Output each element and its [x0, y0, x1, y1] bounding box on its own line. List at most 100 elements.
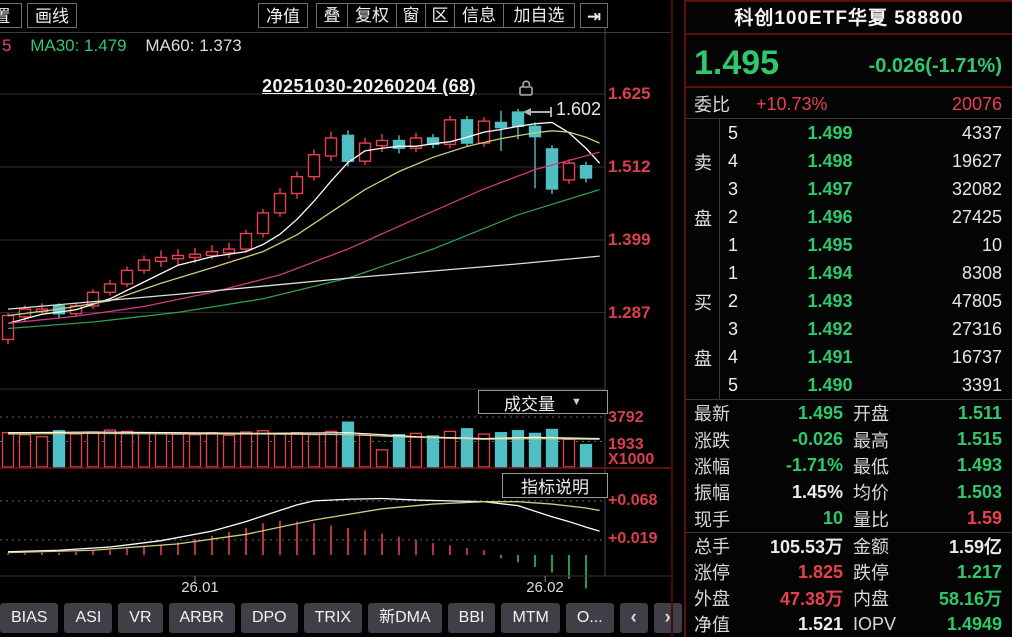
next-indicator-button[interactable]: ›	[653, 603, 682, 633]
ask-book-char: 卖	[694, 153, 712, 173]
chart-tool-group: 叠 复权 窗 区 信息 加自选	[316, 3, 575, 28]
ma30-legend: MA30: 1.479	[30, 36, 127, 55]
level: 3	[728, 318, 739, 339]
volume-axis-label: 3792	[608, 409, 644, 426]
ask-row[interactable]: 2 1.496 27425	[720, 207, 1012, 228]
peak-pointer-icon	[523, 107, 552, 117]
bid-row[interactable]: 1 1.494 8308	[720, 263, 1012, 284]
draw-line-button[interactable]: 画线	[27, 3, 77, 28]
volume: 3391	[961, 374, 1002, 395]
volume: 19627	[951, 150, 1002, 171]
x-axis-label: 26.02	[526, 579, 564, 596]
price-axis-label: 1.287	[608, 303, 651, 322]
adjust-price-button[interactable]: 复权	[347, 4, 396, 27]
tab-asi[interactable]: ASI	[64, 603, 113, 633]
level: 4	[728, 346, 739, 367]
volume-unit-label: X1000	[608, 451, 655, 468]
ma60-legend: MA60: 1.373	[145, 36, 242, 55]
bid-row[interactable]: 3 1.492 27316	[720, 319, 1012, 340]
bid-book: 买 盘 1 1.494 8308 2 1.493 47805 3 1.492 27316 4 1.4…	[686, 259, 1012, 399]
bid-row[interactable]: 2 1.493 47805	[720, 291, 1012, 312]
weibi-value: +10.73%	[756, 93, 828, 114]
price: 1.493	[807, 290, 853, 311]
x-axis-label: 26.01	[181, 579, 219, 596]
price-axis-label: 1.625	[608, 84, 651, 103]
overlay-button[interactable]: 叠	[323, 6, 341, 25]
jump-to-latest-icon[interactable]: ⇥	[580, 3, 608, 28]
tab-dpo[interactable]: DPO	[240, 603, 298, 633]
quote-stats-secondary: 总手 105.53万 金额 1.59亿 涨停 1.825 跌停 1.217 外盘 47.38万 内盘…	[686, 532, 1012, 637]
region-button[interactable]: 区	[425, 4, 454, 27]
indicator-axis-label: +0.068	[608, 492, 658, 509]
tab-o[interactable]: O...	[565, 603, 614, 633]
volume: 4337	[961, 122, 1002, 143]
volume: 27316	[951, 318, 1002, 339]
kline-chart-canvas[interactable]	[0, 28, 672, 600]
weibi-spread: 20076	[951, 93, 1002, 114]
stat-row: 振幅 1.45% 均价 1.503	[694, 481, 1002, 504]
bid-book-char: 盘	[694, 349, 712, 369]
volume-axis-label: 1933	[608, 436, 644, 453]
ma20-legend-tail: 5	[2, 36, 12, 55]
price: 1.496	[807, 206, 853, 227]
prev-indicator-button[interactable]: ‹	[619, 603, 648, 633]
stat-row: 净值 1.521 IOPV 1.4949	[694, 613, 1002, 636]
stat-row: 现手 10 量比 1.59	[694, 508, 1002, 530]
quote-panel: 科创100ETF华夏 588800 1.495 -0.026(-1.71%) 委…	[684, 0, 1012, 637]
tab-arbr[interactable]: ARBR	[168, 603, 235, 633]
info-button[interactable]: 信息	[454, 4, 503, 27]
tab-dma[interactable]: 新DMA	[368, 603, 442, 633]
unlock-icon[interactable]	[518, 79, 534, 97]
bid-row[interactable]: 4 1.491 16737	[720, 347, 1012, 368]
stat-row: 涨幅 -1.71% 最低 1.493	[694, 455, 1002, 477]
ask-row[interactable]: 5 1.499 4337	[720, 123, 1012, 144]
top-toolbar: 置 画线 净值 叠 复权 窗 区 信息 加自选 ⇥	[0, 0, 672, 33]
settings-button-partial[interactable]: 置	[0, 3, 22, 28]
price-change: -0.026(-1.71%)	[868, 55, 1002, 77]
price-axis-label: 1.512	[608, 157, 651, 176]
ask-row[interactable]: 3 1.497 32082	[720, 179, 1012, 200]
bid-row[interactable]: 5 1.490 3391	[720, 375, 1012, 396]
bid-book-char: 买	[694, 293, 712, 313]
ma-legend: 5 MA30: 1.479 MA60: 1.373	[2, 36, 256, 56]
price: 1.492	[807, 318, 853, 339]
nav-value-button[interactable]: 净值	[258, 3, 308, 28]
indicator-help-button[interactable]: 指标说明	[502, 473, 608, 498]
window-button[interactable]: 窗	[396, 4, 425, 27]
level: 2	[728, 206, 739, 227]
stat-row: 外盘 47.38万 内盘 58.16万	[694, 589, 1002, 609]
tab-bbi[interactable]: BBI	[447, 603, 496, 633]
price: 1.498	[807, 150, 853, 171]
add-watchlist-button[interactable]: 加自选	[503, 4, 574, 27]
stat-row: 总手 105.53万 金额 1.59亿	[694, 537, 1002, 557]
indicator-help-label: 指标说明	[521, 478, 589, 497]
level: 1	[728, 262, 739, 283]
chevron-down-icon: ▼	[571, 396, 582, 408]
level: 3	[728, 178, 739, 199]
visible-date-range-label: 20251030-20260204 (68)	[262, 76, 477, 96]
indicator-axis-label: +0.019	[608, 530, 658, 547]
stat-row: 涨跌 -0.026 最高 1.515	[694, 429, 1002, 451]
volume: 32082	[951, 178, 1002, 199]
level: 4	[728, 150, 739, 171]
quote-stats-primary: 最新 1.495 开盘 1.511 涨跌 -0.026 最高 1.515 涨幅 -1.71% 最低 1…	[686, 399, 1012, 532]
tab-mtm[interactable]: MTM	[501, 603, 560, 633]
level: 1	[728, 234, 739, 255]
volume: 16737	[951, 346, 1002, 367]
ask-row[interactable]: 1 1.495 10	[720, 235, 1012, 256]
ask-book-char: 盘	[694, 209, 712, 229]
security-title: 科创100ETF华夏 588800	[686, 2, 1012, 35]
ask-row[interactable]: 4 1.498 19627	[720, 151, 1012, 172]
peak-price-label: 1.602	[556, 99, 602, 119]
stat-row: 最新 1.495 开盘 1.511	[694, 402, 1002, 425]
volume-dropdown-label: 成交量	[504, 394, 556, 414]
pane-split-border	[671, 0, 673, 637]
tab-trix[interactable]: TRIX	[303, 603, 363, 633]
price: 1.499	[807, 122, 853, 143]
volume-indicator-dropdown[interactable]: 成交量 ▼	[478, 390, 608, 414]
tab-bias[interactable]: BIAS	[0, 603, 59, 633]
level: 5	[728, 122, 739, 143]
price: 1.495	[807, 234, 853, 255]
tab-vr[interactable]: VR	[118, 603, 163, 633]
